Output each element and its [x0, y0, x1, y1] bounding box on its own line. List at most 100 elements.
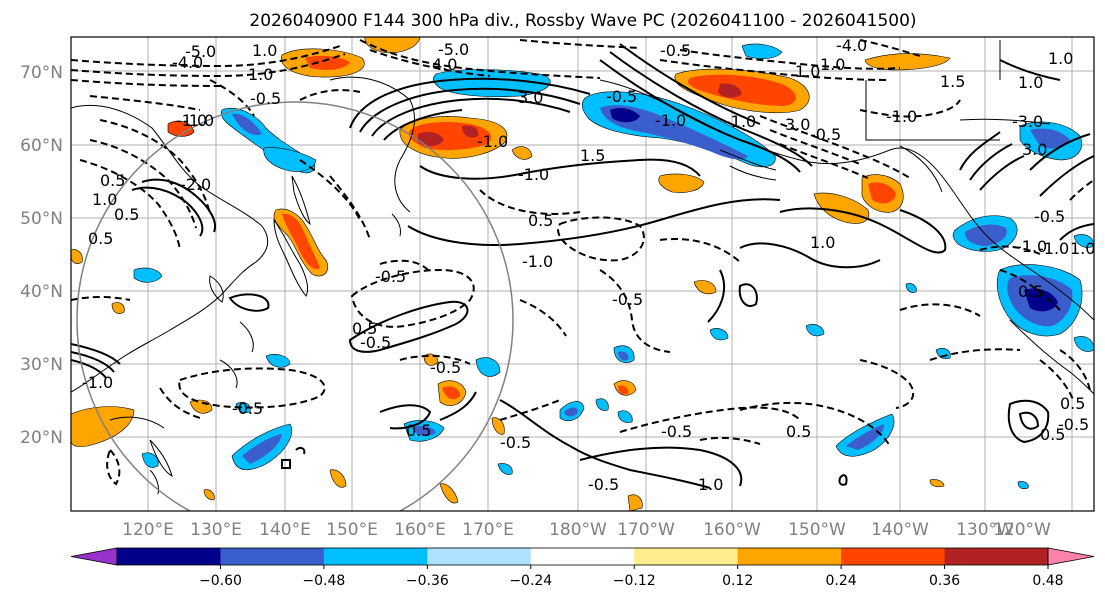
contour-label: -1.0 [183, 111, 214, 130]
figure-title: 2026040900 F144 300 hPa div., Rossby Wav… [249, 11, 916, 31]
colorbar-segment [737, 548, 842, 565]
contour-label: 1.0 [1018, 73, 1043, 92]
contour-label: 1.0 [1070, 239, 1095, 258]
contour-label: -1.0 [518, 165, 549, 184]
contour-label: -0.5 [430, 358, 461, 377]
contour-label: -1.0 [82, 373, 113, 392]
colorbar-outline [116, 547, 1049, 566]
colorbar-segment [323, 548, 428, 565]
coastlines [71, 40, 1094, 495]
colorbar-tick-label: −0.48 [302, 573, 345, 589]
map-area: -5.0 -4.0 3.0 -0.5 1.0 -5.0 4.0 -1.0 1.0… [71, 36, 1095, 511]
contour-label: -0.5 [1058, 415, 1089, 434]
contour-label: -1.0 [1038, 239, 1069, 258]
contour-label: 3.0 [785, 115, 810, 134]
contour-label: -0.5 [660, 41, 691, 60]
colorbar-tick-label: 0.36 [929, 573, 960, 589]
lon-label: 150°E [326, 520, 378, 540]
contour-label: -0.5 [1034, 207, 1065, 226]
colorbar-tick-label: −0.12 [613, 573, 656, 589]
lon-label: 120°W [993, 520, 1051, 540]
contour-label: -0.5 [232, 399, 263, 418]
contour-label: -0.5 [375, 267, 406, 286]
colorbar-tick-label: 0.24 [826, 573, 857, 589]
lat-label: 50°N [20, 209, 63, 229]
contour-label: 0.5 [1018, 282, 1043, 301]
contour-label: 4.0 [432, 55, 457, 74]
lon-label: 150°W [788, 520, 846, 540]
contour-label: -1.0 [522, 252, 553, 271]
lon-label: 140°W [871, 520, 929, 540]
colorbar-segment [530, 548, 635, 565]
contour-label: 1.0 [92, 190, 117, 209]
contour-label: -1.0 [176, 111, 207, 130]
contour-label: -0.5 [612, 290, 643, 309]
contour-labels: -5.0 -4.0 3.0 -0.5 1.0 -5.0 4.0 -1.0 1.0… [82, 36, 1095, 494]
contour-label: -1.0 [1016, 237, 1047, 256]
contour-label: -4.0 [836, 36, 867, 55]
contour-label: -1.0 [725, 112, 756, 131]
colorbar-extend-max [1047, 547, 1095, 566]
colorbar-extend-min [70, 547, 118, 566]
contour-label: 0.5 [1060, 394, 1085, 413]
contour-label: 3.0 [1022, 140, 1047, 159]
contour-label: 0.5 [352, 319, 377, 338]
contour-label: 1.5 [940, 72, 965, 91]
lat-label: 20°N [20, 428, 63, 448]
lon-label: 130°W [956, 520, 1014, 540]
reference-circle [76, 101, 514, 511]
contour-label: 0.5 [1040, 425, 1065, 444]
colorbar-tick-label: −0.24 [509, 573, 552, 589]
lon-label: 120°E [122, 520, 174, 540]
lon-label: 130°E [190, 520, 242, 540]
colorbar-segment [117, 548, 221, 565]
colorbar-segment [220, 548, 325, 565]
colorbar: −0.60 −0.48 −0.36 −0.24 −0.12 0.12 0.24 0.36 0.4… [70, 547, 1095, 589]
contour-label: -0.5 [500, 433, 531, 452]
contour-label: 0.5 [88, 229, 113, 248]
negative-contours [71, 39, 1094, 486]
contour-label: -2.0 [180, 175, 211, 194]
colorbar-tick-label: 0.48 [1032, 573, 1063, 589]
contour-label: -5.0 [438, 40, 469, 59]
lon-label: 160°W [703, 520, 761, 540]
lat-label: 70°N [20, 63, 63, 83]
longitude-labels: 120°E 130°E 140°E 150°E 160°E 170°E 180°… [122, 520, 1051, 540]
divergence-shading [71, 37, 1094, 511]
contour-label: -1.0 [477, 132, 508, 151]
contour-label: -0.5 [588, 475, 619, 494]
contour-label: -0.5 [360, 333, 391, 352]
contour-label: 1.0 [820, 55, 845, 74]
lon-label: 170°E [462, 520, 514, 540]
contour-label: -0.5 [661, 422, 692, 441]
contour-label: -5.0 [185, 42, 216, 61]
lon-label: 140°E [259, 520, 311, 540]
colorbar-segment [944, 548, 1049, 565]
contour-label: 1.0 [252, 41, 277, 60]
colorbar-segment [427, 548, 532, 565]
contour-label: 1.0 [698, 475, 723, 494]
contour-label: -1.0 [655, 111, 686, 130]
colorbar-tick-label: −0.36 [406, 573, 449, 589]
contour-label: 0.5 [406, 421, 431, 440]
contour-label: 1.0 [1048, 49, 1073, 68]
contour-label: -0.5 [810, 125, 841, 144]
colorbar-segment [634, 548, 739, 565]
lon-label: 180°W [549, 520, 607, 540]
contour-label: 0.5 [114, 205, 139, 224]
contour-label: 0.5 [528, 211, 553, 230]
colorbar-segment [841, 548, 946, 565]
lat-label: 30°N [20, 355, 63, 375]
contour-label: 1.0 [248, 65, 273, 84]
contour-label: -0.5 [606, 87, 637, 106]
contour-label: -1.0 [886, 107, 917, 126]
lat-label: 40°N [20, 282, 63, 302]
lon-label: 160°E [394, 520, 446, 540]
contour-label: 0.5 [786, 422, 811, 441]
latitude-labels: 70°N 60°N 50°N 40°N 30°N 20°N [20, 63, 63, 448]
contour-label: 1.0 [795, 62, 820, 81]
contour-label: 0.5 [100, 171, 125, 190]
colorbar-tick-label: 0.12 [722, 573, 753, 589]
contour-label: -0.5 [250, 89, 281, 108]
